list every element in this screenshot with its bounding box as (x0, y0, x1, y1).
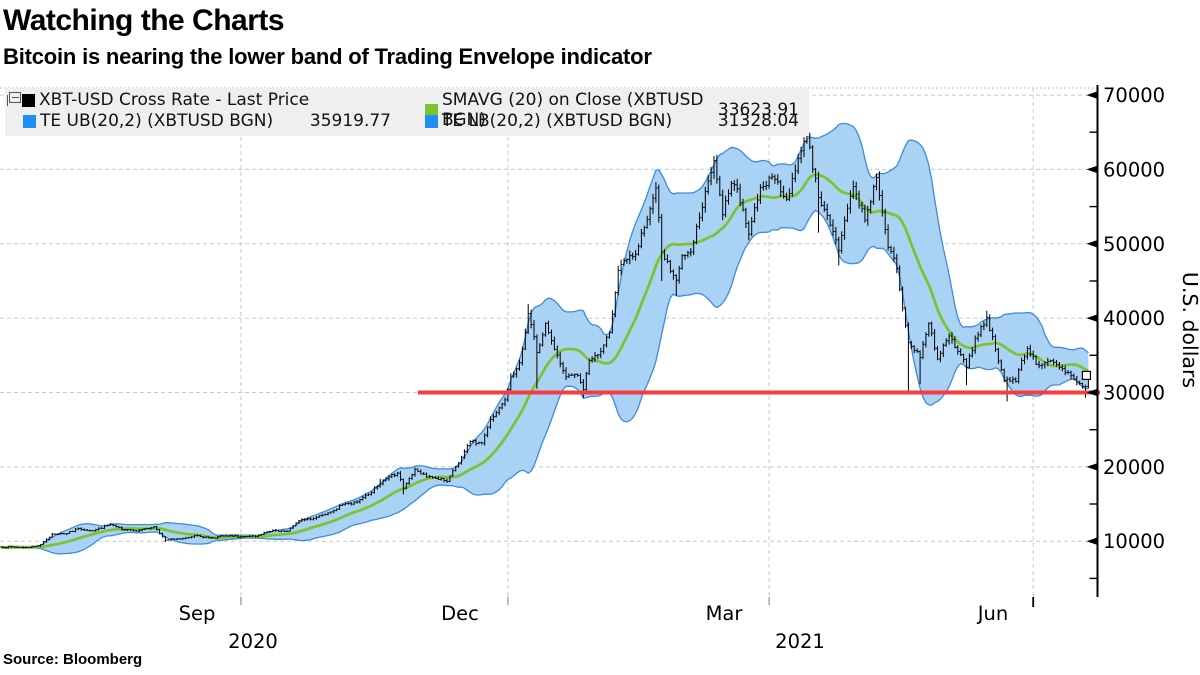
legend-item-upper-band: TE UB(20,2) (XBTUSD BGN) 35919.77 (23, 111, 391, 131)
y-axis: 10000 20000 30000 40000 50000 60000 70000 (1086, 84, 1165, 597)
svg-text:20000: 20000 (1103, 456, 1165, 479)
svg-text:60000: 60000 (1103, 158, 1165, 181)
svg-text:2020: 2020 (228, 630, 278, 653)
svg-text:10000: 10000 (1103, 530, 1165, 553)
legend-row-1: XBT-USD Cross Rate - Last Price SMAVG (2… (5, 90, 809, 130)
legend-value: 33623.91 (717, 100, 799, 120)
svg-text:Jun: Jun (976, 602, 1008, 625)
legend-item-smavg: SMAVG (20) on Close (XBTUSD BGN) 33623.9… (425, 90, 799, 130)
legend-swatch-green (425, 103, 438, 117)
legend-row-2: TE UB(20,2) (XBTUSD BGN) 35919.77 TE LB(… (5, 111, 809, 133)
sma-line (0, 172, 1089, 549)
svg-text:70000: 70000 (1103, 84, 1165, 107)
svg-text:40000: 40000 (1103, 307, 1165, 330)
legend-swatch-blue-ub (23, 114, 36, 128)
legend-item-last-price: XBT-USD Cross Rate - Last Price (7, 90, 391, 110)
svg-text:30000: 30000 (1103, 382, 1165, 405)
svg-text:Mar: Mar (706, 602, 744, 625)
legend-value: 35919.77 (309, 111, 391, 131)
trading-envelope-band (0, 122, 1089, 555)
price-bars (0, 132, 1091, 549)
legend-expand-icon (7, 91, 21, 106)
legend-label: SMAVG (20) on Close (XBTUSD BGN) (442, 90, 704, 130)
chart-subtitle: Bitcoin is nearing the lower band of Tra… (3, 44, 652, 69)
legend-swatch-black (22, 93, 35, 107)
svg-text:2021: 2021 (775, 630, 825, 653)
source-attribution: Source: Bloomberg (3, 651, 143, 668)
svg-text:Sep: Sep (179, 602, 216, 625)
price-chart-svg: 10000 20000 30000 40000 50000 60000 70000 Sep D… (0, 84, 1200, 653)
legend-label: TE UB(20,2) (XBTUSD BGN) (40, 111, 274, 131)
svg-text:50000: 50000 (1103, 233, 1165, 256)
legend-label: TE LB(20,2) (XBTUSD BGN) (442, 111, 673, 131)
legend-swatch-blue-lb (425, 114, 438, 128)
page-title: Watching the Charts (3, 4, 285, 37)
last-price-marker (1081, 370, 1092, 380)
svg-text:Dec: Dec (441, 602, 479, 625)
chart-legend: XBT-USD Cross Rate - Last Price SMAVG (2… (5, 88, 809, 136)
legend-label: XBT-USD Cross Rate - Last Price (39, 90, 310, 110)
legend-value: 31328.04 (717, 111, 799, 131)
legend-item-lower-band: TE LB(20,2) (XBTUSD BGN) 31328.04 (425, 111, 799, 131)
chart-area: 10000 20000 30000 40000 50000 60000 70000 Sep D… (0, 80, 1200, 675)
y-axis-unit-label: U.S. dollars (1178, 272, 1200, 388)
x-axis: Sep Dec Mar Jun 2020 2021 (179, 597, 1035, 653)
